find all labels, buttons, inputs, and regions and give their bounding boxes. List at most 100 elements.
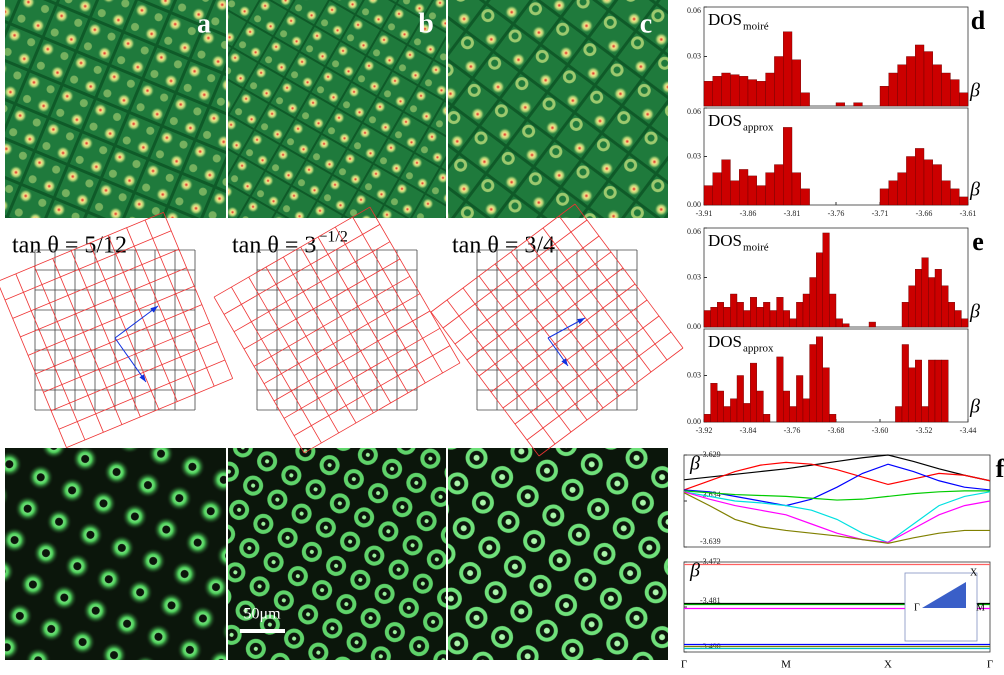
lattice — [476, 249, 638, 411]
x-tick-label: Γ — [681, 659, 687, 671]
bar — [915, 359, 923, 423]
panel-label: c — [640, 8, 652, 39]
panel-label: b — [418, 8, 434, 39]
lattice-line — [454, 235, 600, 345]
x-tick-label: X — [884, 659, 892, 671]
bar — [897, 172, 907, 206]
y-tick-label: 0.00 — [687, 322, 701, 331]
experiment-image — [228, 448, 446, 660]
lattice-line — [352, 216, 443, 374]
bar — [915, 269, 923, 328]
bar — [774, 164, 784, 206]
lattice-line — [144, 219, 215, 387]
y-tick-label: -3.481 — [700, 596, 721, 605]
lattice-line — [442, 219, 588, 329]
lattice-line — [542, 227, 652, 373]
lattice-line — [526, 239, 636, 385]
bar — [747, 79, 758, 107]
bar — [756, 185, 766, 206]
bar — [743, 403, 751, 423]
bar — [835, 102, 846, 107]
lattice-line — [89, 242, 160, 410]
chart-title-subscript: moiré — [743, 21, 769, 33]
bar — [739, 76, 749, 107]
bar — [941, 359, 949, 423]
bar — [822, 232, 830, 328]
x-tick-label: -3.66 — [916, 209, 933, 218]
y-tick-label: 0.03 — [687, 151, 701, 160]
bar — [941, 180, 951, 206]
lattice-line — [243, 258, 401, 350]
lattice-line — [510, 251, 620, 397]
bar — [776, 297, 784, 328]
bar — [934, 269, 942, 328]
bar — [915, 148, 925, 206]
lattice-line — [223, 224, 381, 315]
chart-title: DOS — [708, 10, 742, 29]
x-tick-label: -3.71 — [872, 209, 889, 218]
lattice-line — [70, 250, 141, 418]
chart-title: DOS — [708, 231, 742, 250]
lattice-line — [233, 241, 391, 333]
bar — [932, 164, 942, 206]
x-tick-label: -3.60 — [872, 426, 889, 435]
bar — [723, 406, 731, 423]
bar — [809, 277, 817, 328]
lattice-line — [52, 258, 123, 425]
lattice-line — [15, 273, 86, 441]
annotation: β — [969, 301, 980, 323]
band-line — [683, 454, 991, 482]
lattice-line — [35, 304, 203, 375]
lattice-line — [494, 263, 604, 409]
bar — [941, 285, 949, 328]
bar — [710, 307, 718, 328]
lattice — [34, 249, 196, 411]
bar — [750, 297, 758, 328]
x-tick-label: -3.92 — [696, 426, 713, 435]
experiment-image — [5, 448, 226, 660]
bar — [776, 356, 784, 423]
arrow-head — [561, 358, 568, 366]
lattice-diagrams — [0, 203, 684, 457]
bar — [934, 359, 942, 423]
x-tick-label: -3.76 — [828, 209, 845, 218]
lattice-line — [369, 206, 461, 364]
bar — [730, 293, 738, 328]
bar — [921, 406, 929, 423]
geometry-label: tan θ = 3 — [232, 233, 316, 259]
annotation: β — [969, 396, 980, 418]
simulation-image — [5, 0, 226, 218]
y-tick-label: 0.03 — [687, 51, 701, 60]
bar — [747, 175, 758, 206]
lattice-line — [538, 347, 684, 457]
lattice-line — [213, 206, 371, 298]
lattice-line — [273, 310, 431, 402]
bar — [756, 390, 764, 423]
bar — [765, 172, 775, 206]
bar — [941, 72, 951, 107]
x-tick-label: -3.84 — [740, 426, 757, 435]
panel-label: e — [972, 227, 984, 256]
lattice-line — [20, 267, 187, 338]
y-tick-label: 0.00 — [687, 417, 701, 426]
bar — [717, 302, 725, 328]
bar — [921, 257, 929, 328]
arrow-head — [577, 318, 585, 324]
bar — [796, 302, 804, 328]
bar — [800, 188, 810, 206]
bar — [829, 414, 837, 423]
lattice-line — [282, 256, 374, 414]
y-tick-label: 0.06 — [687, 227, 701, 236]
bar — [783, 310, 791, 328]
arrow-head — [139, 374, 146, 382]
lattice-line — [126, 227, 197, 395]
chart-title-subscript: moiré — [743, 242, 769, 254]
lattice — [213, 206, 461, 454]
bar — [822, 367, 830, 423]
bar — [765, 72, 775, 107]
simulation-image — [228, 0, 446, 218]
y-tick-label: 0.03 — [687, 272, 701, 281]
bar — [721, 159, 731, 206]
inset-label: X — [970, 567, 978, 578]
bar — [710, 383, 718, 423]
